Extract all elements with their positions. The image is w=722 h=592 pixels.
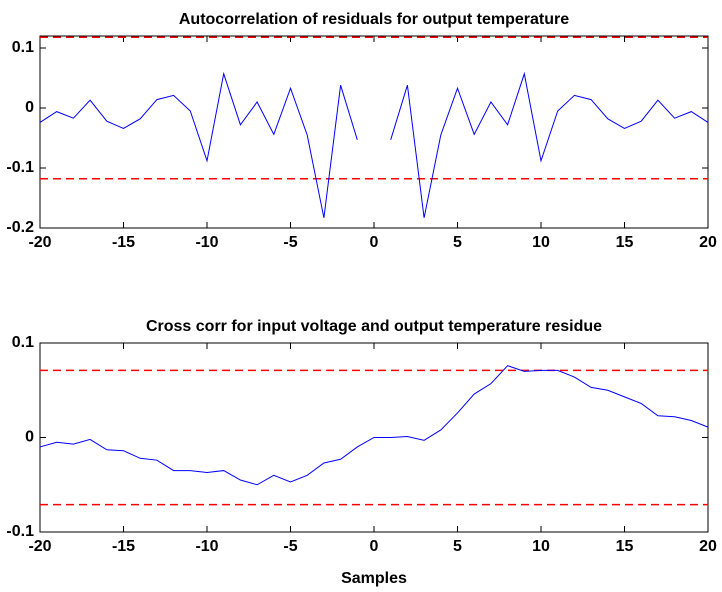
x-tick-label: 5 bbox=[453, 538, 462, 555]
x-tick-label: 0 bbox=[370, 538, 379, 555]
y-tick-label: 0.1 bbox=[12, 334, 34, 351]
x-tick-label: 20 bbox=[699, 538, 717, 555]
x-tick-label: 15 bbox=[616, 538, 634, 555]
x-tick-label: 5 bbox=[453, 234, 462, 251]
x-tick-label: -15 bbox=[112, 234, 135, 251]
y-tick-label: 0.1 bbox=[12, 39, 34, 56]
x-tick-label: -20 bbox=[28, 538, 51, 555]
chart-title: Cross corr for input voltage and output … bbox=[146, 318, 602, 335]
x-tick-label: -15 bbox=[112, 538, 135, 555]
chart-title: Autocorrelation of residuals for output … bbox=[179, 11, 569, 28]
x-tick-label: 20 bbox=[699, 234, 717, 251]
y-tick-label: -0.2 bbox=[6, 219, 34, 236]
x-tick-label: -10 bbox=[195, 538, 218, 555]
data-line bbox=[39, 365, 709, 486]
x-tick-label: -5 bbox=[283, 538, 297, 555]
x-tick-label: 10 bbox=[532, 234, 550, 251]
y-tick-label: 0 bbox=[25, 429, 34, 446]
x-tick-label: -10 bbox=[195, 234, 218, 251]
plot-area bbox=[39, 35, 709, 229]
x-tick-label: 0 bbox=[370, 234, 379, 251]
x-tick-label: 15 bbox=[616, 234, 634, 251]
x-tick-label: -20 bbox=[28, 234, 51, 251]
y-tick-label: 0 bbox=[25, 99, 34, 116]
y-tick-label: -0.1 bbox=[6, 523, 34, 540]
y-tick-label: -0.1 bbox=[6, 159, 34, 176]
x-tick-label: -5 bbox=[283, 234, 297, 251]
x-tick-label: 10 bbox=[532, 538, 550, 555]
data-line bbox=[39, 71, 709, 218]
x-axis-label: Samples bbox=[341, 570, 407, 587]
